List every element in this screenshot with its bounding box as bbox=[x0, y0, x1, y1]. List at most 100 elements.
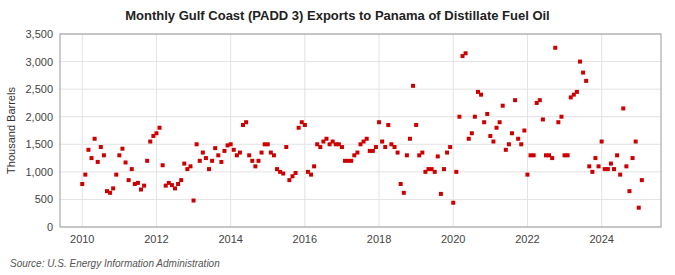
point bbox=[83, 173, 87, 177]
point bbox=[597, 164, 601, 168]
point bbox=[318, 145, 322, 149]
point bbox=[256, 159, 260, 163]
axes: 05001,0001,5002,0002,5003,0003,500201020… bbox=[25, 28, 661, 245]
point bbox=[581, 71, 585, 75]
point bbox=[192, 199, 196, 203]
point bbox=[96, 160, 100, 164]
x-grid-line bbox=[82, 34, 83, 227]
point bbox=[513, 98, 517, 102]
y-grid-line bbox=[60, 61, 661, 62]
point bbox=[454, 170, 458, 174]
x-grid-line bbox=[601, 34, 602, 227]
point bbox=[473, 115, 477, 119]
point bbox=[556, 120, 560, 124]
plot-frame bbox=[60, 34, 661, 227]
point bbox=[284, 145, 288, 149]
point bbox=[587, 164, 591, 168]
point bbox=[590, 170, 594, 174]
point bbox=[386, 123, 390, 127]
point bbox=[365, 137, 369, 141]
x-tick-label: 2012 bbox=[144, 233, 168, 245]
point bbox=[405, 153, 409, 157]
point bbox=[374, 145, 378, 149]
point bbox=[117, 153, 121, 157]
point bbox=[182, 162, 186, 166]
point bbox=[213, 146, 217, 150]
point bbox=[148, 140, 152, 144]
point bbox=[637, 206, 641, 210]
chart: 05001,0001,5002,0002,5003,0003,500201020… bbox=[0, 0, 675, 275]
point bbox=[136, 181, 140, 185]
point bbox=[420, 151, 424, 155]
point bbox=[402, 191, 406, 195]
point bbox=[559, 115, 563, 119]
x-tick-label: 2020 bbox=[441, 233, 465, 245]
point bbox=[80, 182, 84, 186]
x-grid-line bbox=[230, 34, 231, 227]
x-tick-label: 2024 bbox=[589, 233, 613, 245]
point bbox=[411, 84, 415, 88]
point bbox=[198, 159, 202, 163]
point bbox=[173, 186, 177, 190]
y-tick-label: 500 bbox=[35, 193, 53, 205]
point bbox=[86, 148, 90, 152]
point bbox=[584, 79, 588, 83]
point bbox=[108, 191, 112, 195]
point bbox=[621, 106, 625, 110]
point bbox=[507, 142, 511, 146]
point bbox=[127, 178, 131, 182]
x-grid-line bbox=[304, 34, 305, 227]
point bbox=[485, 112, 489, 116]
x-grid-line bbox=[453, 34, 454, 227]
point bbox=[303, 123, 307, 127]
point bbox=[516, 137, 520, 141]
point bbox=[176, 182, 180, 186]
y-tick-label: 2,000 bbox=[25, 111, 53, 123]
point bbox=[408, 137, 412, 141]
point bbox=[519, 142, 523, 146]
point bbox=[491, 140, 495, 144]
point bbox=[467, 137, 471, 141]
y-grid-line bbox=[60, 89, 661, 90]
point bbox=[414, 123, 418, 127]
point bbox=[238, 151, 242, 155]
point bbox=[188, 164, 192, 168]
y-tick-label: 3,000 bbox=[25, 56, 53, 68]
point bbox=[377, 120, 381, 124]
point bbox=[99, 145, 103, 149]
point bbox=[433, 170, 437, 174]
point bbox=[436, 154, 440, 158]
point bbox=[553, 46, 557, 50]
point bbox=[498, 120, 502, 124]
y-grid-line bbox=[60, 116, 661, 117]
point bbox=[124, 160, 128, 164]
point bbox=[253, 164, 257, 168]
point bbox=[219, 160, 223, 164]
x-tick-label: 2014 bbox=[218, 233, 242, 245]
point bbox=[195, 142, 199, 146]
point bbox=[340, 145, 344, 149]
point bbox=[210, 159, 214, 163]
point bbox=[615, 153, 619, 157]
title: Monthly Gulf Coast (PADD 3) Exports to P… bbox=[125, 8, 549, 23]
point bbox=[179, 178, 183, 182]
point bbox=[510, 131, 514, 135]
y-tick-label: 1,500 bbox=[25, 138, 53, 150]
point bbox=[482, 120, 486, 124]
point bbox=[470, 131, 474, 135]
point bbox=[464, 51, 468, 55]
point bbox=[383, 145, 387, 149]
point bbox=[90, 156, 94, 160]
y-tick-label: 2,500 bbox=[25, 83, 53, 95]
point bbox=[232, 148, 236, 152]
point bbox=[139, 188, 143, 192]
point bbox=[204, 156, 208, 160]
x-grid-line bbox=[379, 34, 380, 227]
point bbox=[627, 189, 631, 193]
point bbox=[130, 167, 134, 171]
point bbox=[451, 201, 455, 205]
point bbox=[201, 151, 205, 155]
point bbox=[142, 184, 146, 188]
point bbox=[120, 147, 124, 151]
point bbox=[260, 151, 264, 155]
